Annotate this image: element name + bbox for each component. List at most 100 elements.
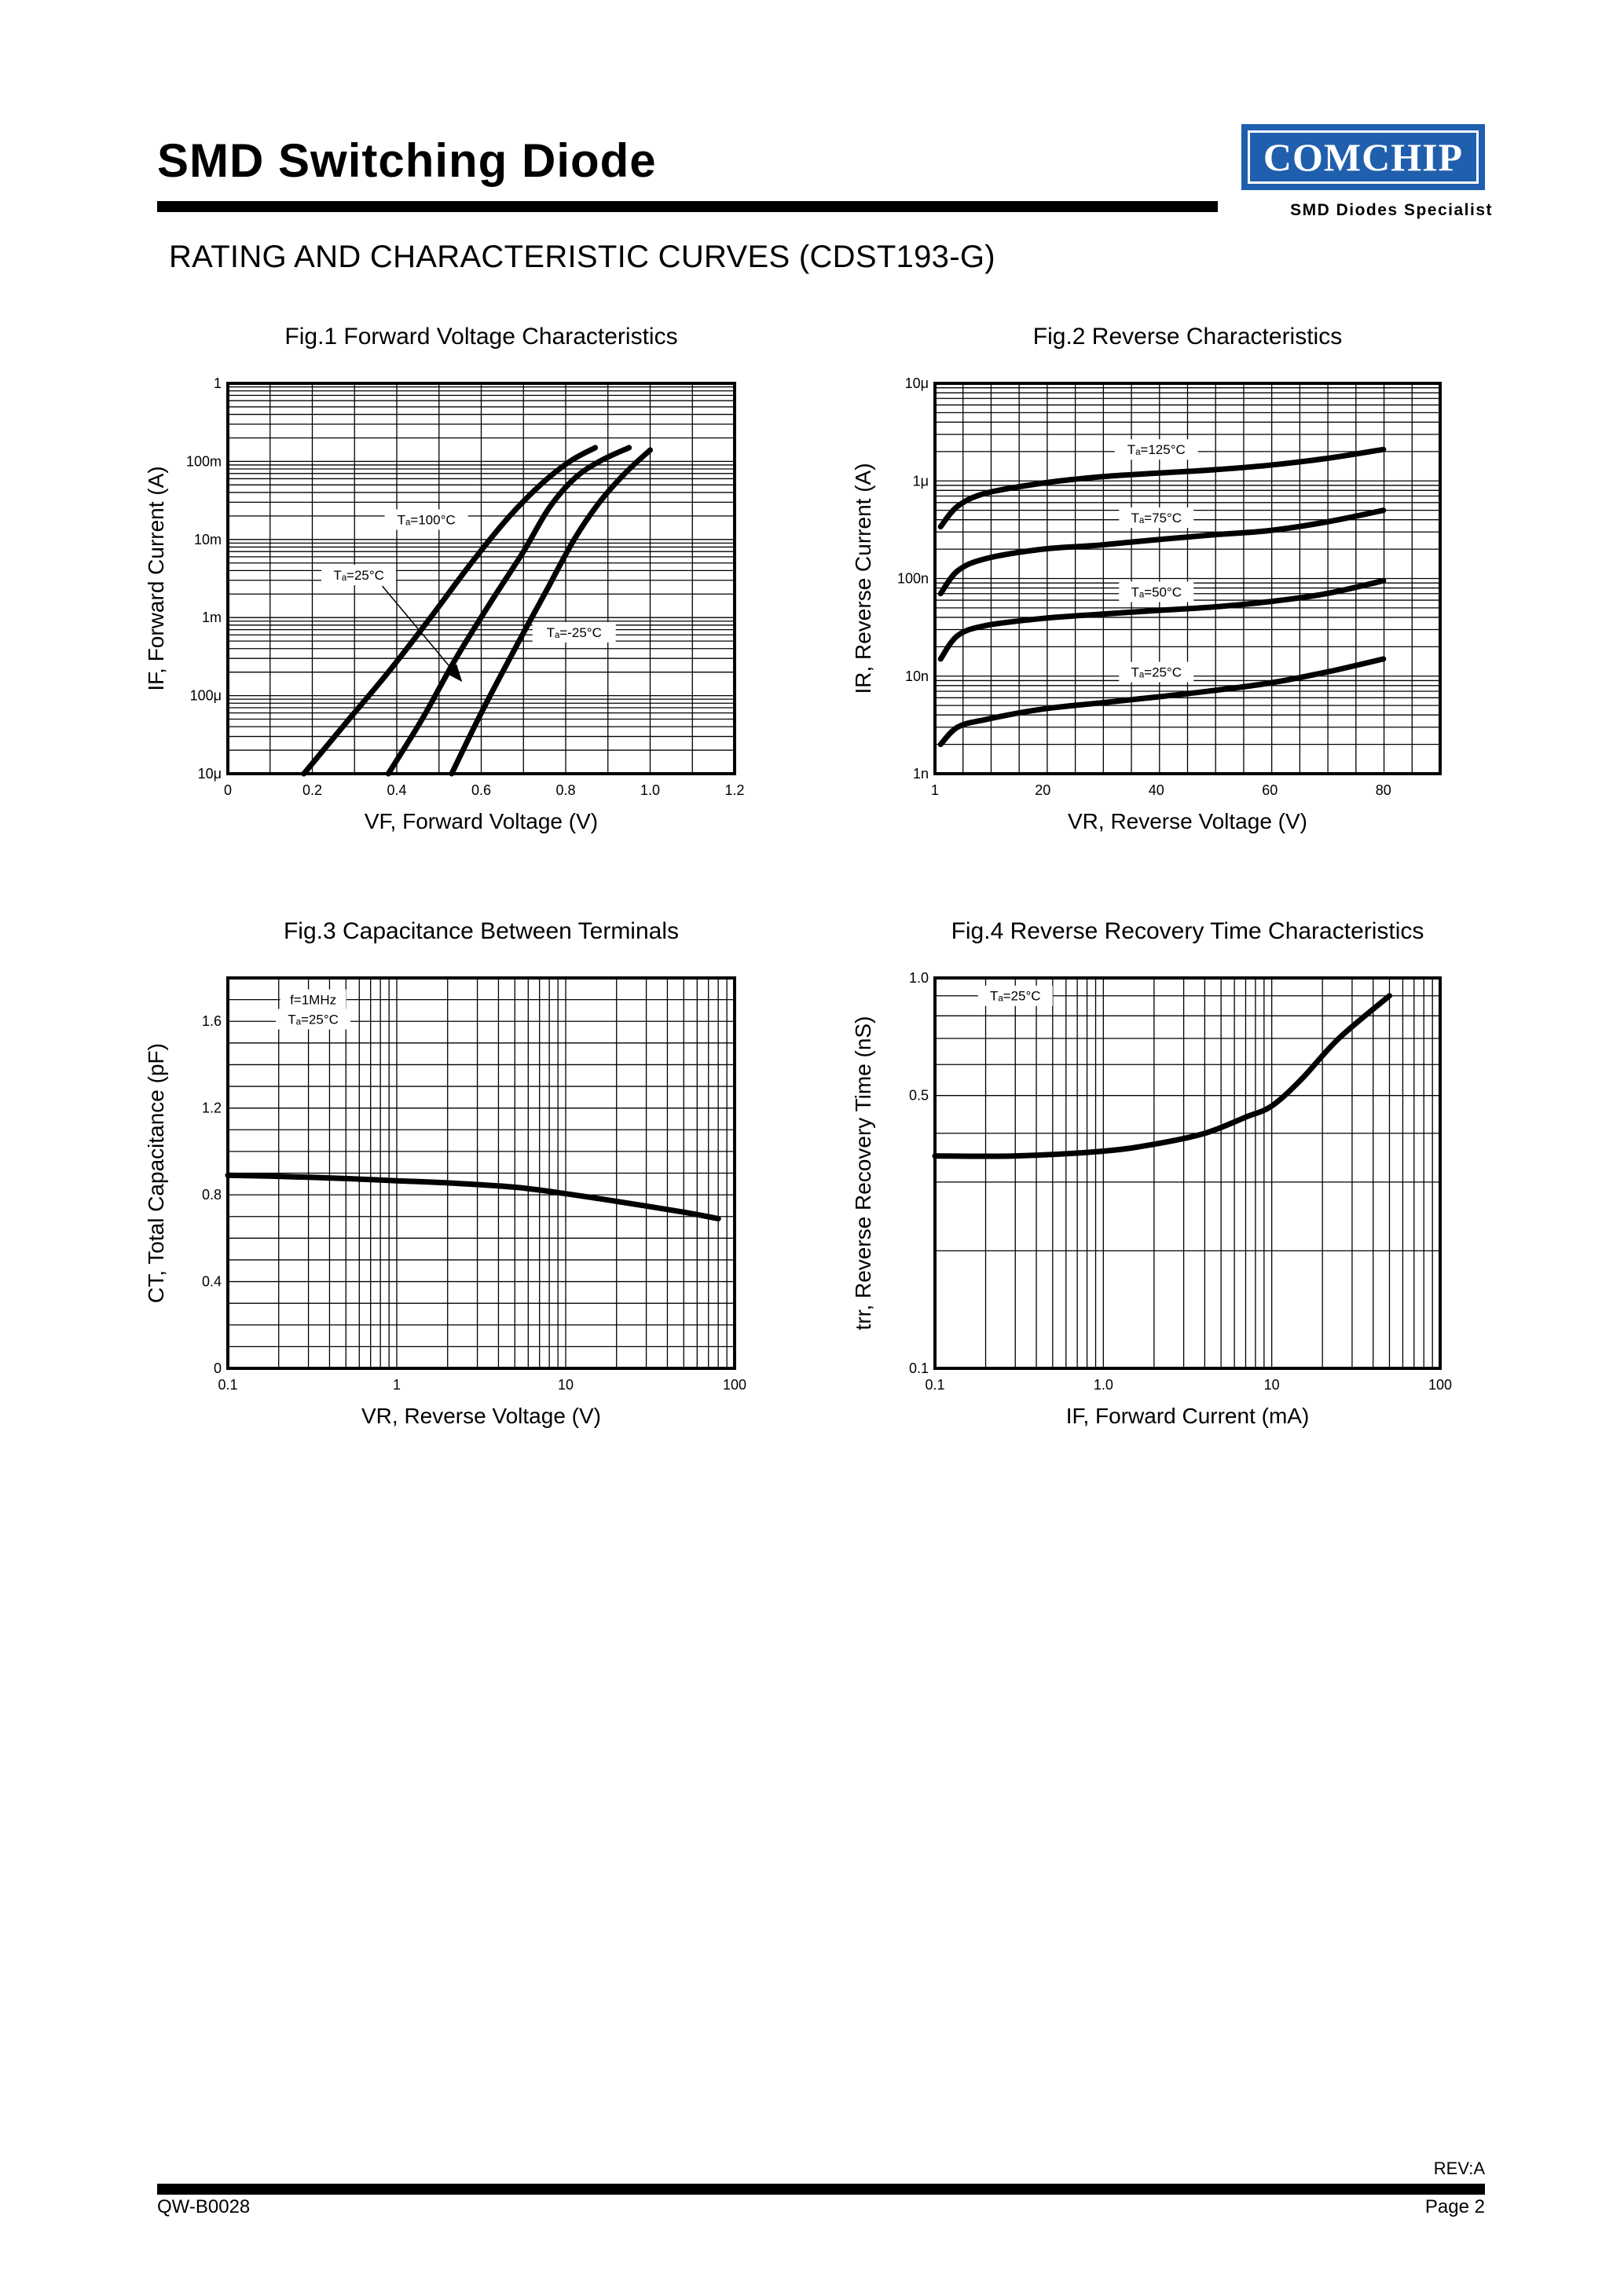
annotation-label: Tₐ=-25°C [547, 625, 602, 640]
y-tick-label: 1.0 [909, 970, 929, 986]
x-tick-label: 80 [1376, 782, 1391, 798]
x-tick-label: 10 [1264, 1377, 1280, 1393]
annotation-label: Tₐ=125°C [1127, 442, 1186, 457]
series-line [225, 1172, 721, 1221]
x-tick-label: 1.0 [1094, 1377, 1113, 1393]
annotation-label-bg [1119, 661, 1194, 683]
y-tick-label: 0.4 [202, 1274, 222, 1290]
x-axis-label: VF, Forward Voltage (V) [365, 809, 598, 833]
y-tick-label: 1n [913, 766, 929, 782]
y-tick-label: 1 [214, 375, 222, 391]
x-tick-label: 40 [1149, 782, 1164, 798]
y-tick-label: 10n [905, 668, 929, 684]
x-tick-label: 0 [224, 782, 232, 798]
annotation-label: Tₐ=25°C [990, 989, 1041, 1004]
y-tick-label: 1.2 [202, 1100, 222, 1116]
annotation-label: Tₐ=25°C [333, 568, 384, 583]
brand-logo-text: COMCHIP [1248, 130, 1479, 184]
series-line [932, 993, 1392, 1159]
y-tick-label: 1μ [913, 473, 929, 489]
x-tick-label: 0.4 [387, 782, 406, 798]
plot-frame [226, 382, 736, 775]
chart-fig1: Fig.1 Forward Voltage Characteristics 0 0.… [144, 324, 745, 833]
y-axis-label: IF, Forward Current (A) [144, 466, 168, 690]
annotation-label-bg [280, 989, 346, 1010]
annotation-label-bg [321, 565, 397, 586]
annotation-label: Tₐ=100°C [398, 512, 456, 527]
y-tick-label: 1.6 [202, 1013, 222, 1029]
y-axis-label: trr, Reverse Recovery Time (nS) [851, 1016, 875, 1331]
x-tick-label: 0.2 [302, 782, 322, 798]
y-axis-label: IR, Reverse Current (A) [851, 463, 875, 694]
plot-frame [933, 976, 1442, 1370]
annotation-arrow-head [445, 664, 463, 683]
x-tick-label: 0.6 [471, 782, 491, 798]
header-rule [157, 201, 1218, 212]
annotation-label: Tₐ=75°C [1131, 511, 1182, 525]
plot-frame [933, 382, 1442, 775]
chart-title: Fig.4 Reverse Recovery Time Characterist… [951, 918, 1424, 944]
chart-title: Fig.3 Capacitance Between Terminals [284, 918, 679, 944]
x-tick-label: 0.8 [555, 782, 575, 798]
x-tick-label: 1 [931, 782, 939, 798]
y-tick-label: 0.1 [909, 1360, 929, 1376]
annotation-label-bg [1114, 439, 1198, 460]
x-tick-label: 0.1 [218, 1377, 237, 1393]
series-line [301, 445, 599, 777]
x-tick-label: 100 [1428, 1377, 1452, 1393]
series-line [385, 445, 632, 777]
series-line [937, 507, 1387, 597]
annotation-label: Tₐ=50°C [1131, 584, 1182, 599]
document-number: QW-B0028 [157, 2196, 251, 2217]
y-tick-label: 10μ [905, 375, 929, 391]
chart-fig2: Fig.2 Reverse Characteristics 1 20 40 60 80 1n… [851, 324, 1442, 833]
annotation-label-bg [532, 621, 616, 643]
x-tick-label: 1 [393, 1377, 401, 1393]
x-tick-label: 20 [1035, 782, 1050, 798]
gridlines [935, 383, 1440, 774]
y-tick-label: 100n [897, 571, 929, 587]
chart-fig3: Fig.3 Capacitance Between Terminals 0.1 1 1… [144, 918, 746, 1428]
x-tick-label: 60 [1262, 782, 1278, 798]
page-number: Page 2 [1424, 2196, 1485, 2217]
page-title: SMD Switching Diode [157, 134, 657, 187]
brand-logo: COMCHIP [1241, 124, 1485, 190]
series-line [937, 577, 1387, 662]
y-tick-label: 100μ [190, 688, 222, 704]
x-tick-label: 10 [558, 1377, 574, 1393]
series-line [937, 446, 1387, 529]
y-axis-label: CT, Total Capacitance (pF) [144, 1043, 168, 1303]
chart-fig4: Fig.4 Reverse Recovery Time Characterist… [851, 918, 1452, 1428]
annotation-arrow-line [382, 585, 456, 675]
annotation-label-bg [1119, 581, 1194, 602]
y-tick-label: 10m [194, 532, 222, 547]
annotation-label-bg [276, 1009, 351, 1030]
y-tick-label: 1m [202, 610, 222, 625]
chart-title: Fig.1 Forward Voltage Characteristics [284, 324, 677, 350]
annotation-label: Tₐ=25°C [1131, 665, 1182, 680]
gridlines [935, 978, 1440, 1368]
annotation-label: Tₐ=25°C [288, 1012, 339, 1027]
x-tick-label: 1.0 [640, 782, 660, 798]
footer-rule [157, 2184, 1485, 2195]
y-tick-label: 100m [186, 453, 222, 469]
x-tick-label: 1.2 [724, 782, 744, 798]
x-tick-label: 100 [723, 1377, 746, 1393]
series-line [449, 447, 653, 777]
annotation-label-bg [384, 509, 468, 530]
x-axis-label: IF, Forward Current (mA) [1066, 1404, 1310, 1428]
x-axis-label: VR, Reverse Voltage (V) [361, 1404, 601, 1428]
x-axis-label: VR, Reverse Voltage (V) [1068, 809, 1307, 833]
y-tick-label: 0.8 [202, 1187, 222, 1203]
y-tick-label: 10μ [198, 766, 222, 782]
x-tick-label: 0.1 [925, 1377, 944, 1393]
y-tick-label: 0 [214, 1360, 222, 1376]
section-subtitle: RATING AND CHARACTERISTIC CURVES (CDST19… [169, 240, 995, 274]
annotation-label-bg [1119, 507, 1194, 529]
gridlines [228, 978, 735, 1368]
series-line [937, 656, 1387, 748]
brand-tagline: SMD Diodes Specialist [1290, 201, 1493, 219]
chart-title: Fig.2 Reverse Characteristics [1033, 324, 1342, 350]
annotation-label: f=1MHz [290, 993, 336, 1008]
